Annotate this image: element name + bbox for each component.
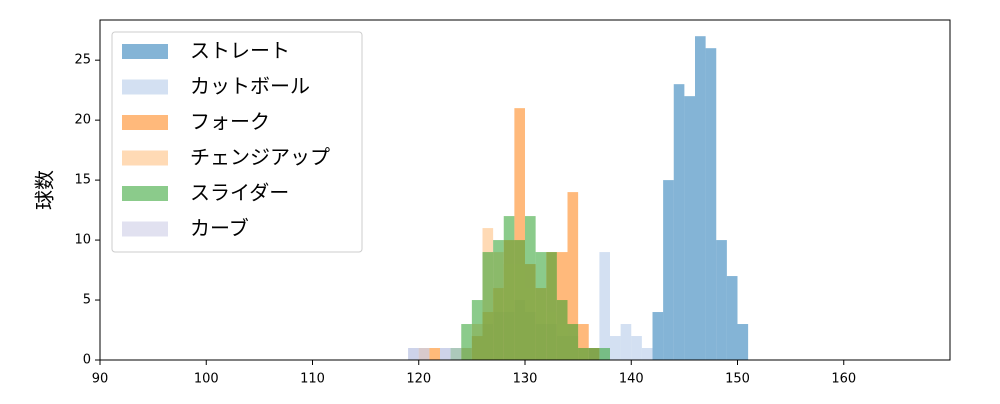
- y-tick-label: 5: [83, 293, 91, 308]
- histogram-bar: [716, 240, 727, 360]
- legend-swatch: [122, 79, 168, 95]
- y-tick-label: 25: [74, 53, 91, 68]
- legend-swatch: [122, 186, 168, 201]
- histogram-bar: [450, 348, 462, 360]
- histogram-bar: [673, 84, 685, 360]
- x-tick-label: 120: [406, 372, 431, 387]
- histogram-bar: [408, 348, 419, 360]
- x-tick-label: 100: [194, 372, 219, 387]
- legend-swatch: [122, 115, 168, 130]
- histogram-bar: [578, 324, 589, 360]
- histogram-bar: [599, 252, 610, 360]
- histogram-bar: [652, 312, 664, 360]
- x-tick-label: 130: [513, 372, 538, 387]
- x-tick-label: 160: [831, 372, 856, 387]
- legend-label: ストレート: [190, 39, 290, 63]
- x-tick-label: 140: [619, 372, 644, 387]
- x-tick-label: 150: [725, 372, 750, 387]
- y-tick-label: 0: [83, 353, 91, 368]
- histogram-bar: [493, 240, 504, 360]
- legend-frame: [111, 31, 363, 253]
- legend-label: フォーク: [190, 110, 270, 134]
- histogram-bar: [620, 324, 632, 360]
- y-axis-label: 球数: [33, 170, 57, 210]
- histogram-bar: [663, 180, 674, 360]
- legend-swatch: [122, 150, 168, 166]
- histogram-bar: [695, 36, 706, 360]
- x-tick-label: 110: [300, 372, 325, 387]
- histogram-bar: [525, 216, 536, 360]
- legend-label: スライダー: [190, 181, 289, 205]
- histogram-bar: [610, 336, 621, 360]
- histogram-bar: [514, 108, 525, 360]
- histogram-bar: [641, 348, 653, 360]
- histogram-bar: [588, 348, 600, 360]
- histogram-bar: [684, 96, 695, 360]
- histogram-bar: [503, 216, 515, 360]
- histogram-bar: [482, 252, 494, 360]
- histogram-bar: [578, 348, 589, 360]
- histogram-bar: [514, 240, 525, 360]
- histogram-bar: [418, 348, 430, 360]
- histogram-bar: [631, 336, 642, 360]
- histogram-bar: [535, 252, 547, 360]
- histogram-bar: [567, 324, 579, 360]
- y-tick-label: 15: [74, 173, 91, 188]
- histogram-bar: [567, 192, 579, 360]
- y-tick-label: 20: [74, 113, 91, 128]
- legend-swatch: [122, 221, 168, 237]
- x-tick-label: 90: [92, 372, 109, 387]
- histogram-bar: [471, 300, 483, 360]
- histogram-bar: [737, 324, 749, 360]
- legend-label: カットボール: [190, 74, 310, 98]
- legend-label: チェンジアップ: [190, 145, 330, 169]
- histogram-bar: [726, 276, 738, 360]
- histogram-bar: [546, 252, 557, 360]
- histogram-bar: [440, 348, 451, 360]
- histogram-bar: [599, 348, 610, 360]
- legend-label: カーブ: [190, 216, 249, 240]
- histogram-bar: [556, 300, 568, 360]
- histogram-bar: [705, 48, 717, 361]
- legend-swatch: [122, 44, 168, 59]
- y-tick-label: 10: [74, 233, 91, 248]
- histogram-bar: [429, 348, 440, 360]
- histogram-bar: [461, 324, 472, 360]
